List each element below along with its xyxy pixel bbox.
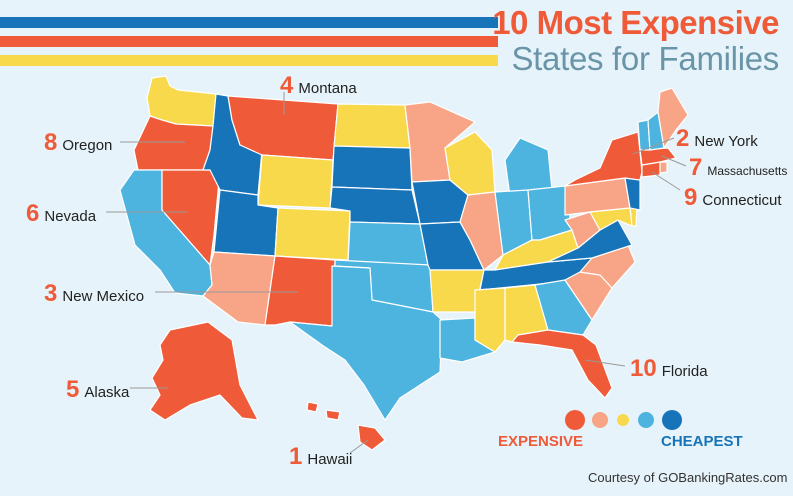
- rank-number: 2: [676, 125, 690, 152]
- leader-massachusetts: [661, 155, 687, 167]
- leader-hawaii: [349, 439, 369, 454]
- state-south-dakota[interactable]: [331, 145, 413, 191]
- state-west-virginia[interactable]: [564, 211, 601, 249]
- legend-swatch-tier3: [617, 414, 629, 426]
- state-name: Nevada: [44, 208, 97, 225]
- state-name: Oregon: [62, 137, 113, 154]
- state-wyoming[interactable]: [257, 154, 334, 209]
- label-connecticut: 9 Connecticut: [684, 184, 782, 212]
- title-line-1: 10 Most Expensive: [492, 4, 779, 41]
- title-line-2: States for Families: [511, 40, 779, 77]
- state-new-york[interactable]: [564, 131, 643, 187]
- legend-cheapest-label: CHEAPEST: [661, 433, 743, 450]
- header-stripe-yellow: [0, 55, 498, 66]
- credit-text: Courtesy of GOBankingRates.com: [588, 470, 788, 485]
- state-name: Florida: [661, 363, 708, 380]
- state-arizona[interactable]: [202, 251, 276, 326]
- rank-number: 7: [689, 154, 703, 181]
- leader-florida: [584, 359, 626, 367]
- state-new-mexico[interactable]: [264, 255, 336, 327]
- legend-swatch-tier1: [565, 410, 585, 430]
- state-name: Hawaii: [307, 451, 353, 468]
- state-florida[interactable]: [511, 329, 613, 399]
- state-mississippi[interactable]: [474, 287, 506, 353]
- label-massachusetts: 7 Massachusetts: [689, 154, 787, 182]
- state-name: New Mexico: [62, 288, 145, 305]
- label-oregon: 8 Oregon: [44, 129, 112, 157]
- rank-number: 8: [44, 129, 58, 156]
- rank-number: 6: [26, 200, 40, 227]
- leader-connecticut: [651, 171, 681, 191]
- header-stripe-blue: [0, 17, 498, 28]
- label-alaska: 5 Alaska: [66, 376, 129, 404]
- state-kansas[interactable]: [347, 221, 429, 266]
- rank-number: 3: [44, 280, 58, 307]
- label-hawaii: 1 Hawaii: [289, 443, 352, 471]
- state-north-dakota[interactable]: [333, 103, 411, 149]
- legend-expensive-label: EXPENSIVE: [498, 433, 584, 450]
- state-name: New York: [694, 133, 758, 150]
- rank-number: 5: [66, 376, 80, 403]
- label-montana: 4 Montana: [280, 72, 357, 100]
- label-florida: 10 Florida: [630, 355, 708, 383]
- legend-swatch-tier2: [592, 412, 608, 428]
- state-name: Alaska: [84, 384, 130, 401]
- state-rhode-island[interactable]: [659, 161, 668, 174]
- state-hawaii[interactable]: [306, 401, 386, 451]
- state-alaska[interactable]: [149, 321, 259, 421]
- legend-swatch-tier4: [638, 412, 654, 428]
- rank-number: 9: [684, 184, 698, 211]
- header-stripe-orange: [0, 36, 498, 47]
- label-new-york: 2 New York: [676, 125, 758, 153]
- label-new-mexico: 3 New Mexico: [44, 280, 144, 308]
- leader-new-york: [632, 137, 675, 155]
- state-name: Massachusetts: [707, 164, 788, 178]
- state-michigan[interactable]: [504, 137, 553, 197]
- state-texas[interactable]: [289, 265, 443, 421]
- state-name: Connecticut: [702, 192, 782, 209]
- state-georgia[interactable]: [534, 279, 593, 336]
- legend-swatch-tier5: [662, 410, 682, 430]
- rank-number: 4: [280, 72, 294, 99]
- state-colorado[interactable]: [274, 207, 351, 261]
- state-maine[interactable]: [657, 87, 689, 149]
- label-nevada: 6 Nevada: [26, 200, 96, 228]
- state-maryland[interactable]: [589, 207, 633, 231]
- rank-number: 10: [630, 355, 657, 382]
- legend-swatches: [565, 410, 682, 430]
- state-name: Montana: [298, 80, 357, 97]
- rank-number: 1: [289, 443, 303, 470]
